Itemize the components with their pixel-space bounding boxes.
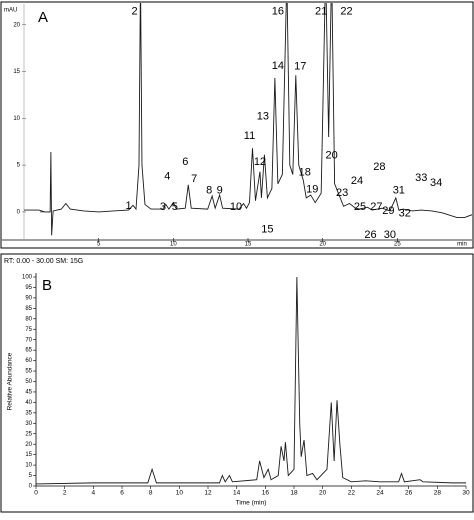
panel-b-frame <box>0 253 474 513</box>
y-tick-label: 95 <box>25 285 32 291</box>
x-tick-label: 0 <box>34 490 38 497</box>
peak-label: 3 <box>160 201 166 213</box>
peak-label: 26 <box>364 229 376 241</box>
peak-label: 8 <box>206 184 212 196</box>
chart-title: RT: 0.00 - 30.00 SM: 15G <box>4 258 83 265</box>
peak-label: 17 <box>294 61 306 73</box>
y-tick-label: 10 <box>25 463 32 469</box>
peak-label: 1 <box>125 200 131 212</box>
x-tick-label: 2 <box>63 490 67 497</box>
chromatogram-line <box>35 276 466 485</box>
peak-label: 15 <box>261 224 273 236</box>
y-tick-label: 85 <box>25 306 32 312</box>
peak-label: 23 <box>336 187 348 199</box>
x-tick-label: 12 <box>204 490 212 497</box>
x-tick-label: 30 <box>462 490 470 497</box>
x-tick-label: 22 <box>348 490 356 497</box>
x-axis-label: Time (min) <box>236 500 267 507</box>
peak-label: 19 <box>306 183 318 195</box>
peak-label: 12 <box>254 156 266 168</box>
peak-label: 16 <box>272 6 284 18</box>
y-tick-label: 75 <box>25 327 32 333</box>
y-axis-label: Relative Abundance <box>7 352 14 410</box>
x-tick-label: 16 <box>262 490 270 497</box>
x-axis-label: min <box>457 242 467 248</box>
y-tick-label: 35 <box>25 410 32 416</box>
x-tick-label: 25 <box>394 242 401 248</box>
x-tick-label: 5 <box>97 242 101 248</box>
y-tick-label: 80 <box>25 316 32 322</box>
x-tick-label: 10 <box>176 490 184 497</box>
x-tick-label: 6 <box>120 490 124 497</box>
y-tick-label: 20 <box>13 22 20 28</box>
x-tick-label: 28 <box>434 490 442 497</box>
peak-label: 29 <box>382 205 394 217</box>
peak-label: 28 <box>373 161 385 173</box>
peak-label: 5 <box>172 201 178 213</box>
y-tick-label: 70 <box>25 337 32 343</box>
x-tick-label: 4 <box>92 490 96 497</box>
peak-label: 31 <box>393 184 405 196</box>
y-tick-label: 100 <box>22 275 33 281</box>
peak-label: 10 <box>230 201 242 213</box>
peak-label: 21 <box>315 6 327 18</box>
x-tick-label: 20 <box>319 490 327 497</box>
panel-label: B <box>42 277 52 294</box>
peak-label: 33 <box>415 172 427 184</box>
y-tick-label: 30 <box>25 421 32 427</box>
x-tick-label: 14 <box>233 490 241 497</box>
x-tick-label: 8 <box>149 490 153 497</box>
y-tick-label: 25 <box>25 431 32 437</box>
peak-label: 34 <box>430 177 442 189</box>
x-tick-label: 18 <box>290 490 298 497</box>
peak-label: 7 <box>191 173 197 185</box>
panel-a-frame <box>0 1 474 249</box>
y-tick-label: 55 <box>25 369 32 375</box>
x-tick-label: 24 <box>376 490 384 497</box>
panel-label: A <box>38 9 48 26</box>
y-tick-label: 60 <box>25 358 32 364</box>
peak-label: 25 <box>354 201 366 213</box>
peak-label: 2 <box>131 6 137 18</box>
peak-label: 13 <box>257 110 269 122</box>
peak-label: 11 <box>244 130 255 142</box>
y-tick-label: 0 <box>29 484 33 490</box>
y-tick-label: 65 <box>25 348 32 354</box>
y-tick-label: 0 <box>17 209 21 215</box>
y-axis-label: mAU <box>4 8 17 14</box>
y-tick-label: 10 <box>13 116 20 122</box>
y-tick-label: 15 <box>13 69 20 75</box>
y-tick-label: 40 <box>25 400 32 406</box>
y-tick-label: 15 <box>25 452 32 458</box>
chromatogram-line <box>24 3 472 236</box>
y-tick-label: 5 <box>29 473 33 479</box>
y-tick-label: 90 <box>25 295 32 301</box>
y-tick-label: 20 <box>25 442 32 448</box>
peak-label: 27 <box>370 201 382 213</box>
peak-label: 24 <box>351 175 363 187</box>
peak-label: 22 <box>340 6 352 18</box>
peak-label: 20 <box>326 150 338 162</box>
x-tick-label: 10 <box>170 242 177 248</box>
x-tick-label: 20 <box>319 242 326 248</box>
x-tick-label: 15 <box>245 242 252 248</box>
y-tick-label: 50 <box>25 379 32 385</box>
peak-label: 18 <box>299 167 311 179</box>
y-tick-label: 45 <box>25 390 32 396</box>
peak-label: 32 <box>399 208 411 220</box>
y-tick-label: 5 <box>17 163 21 169</box>
peak-label: 4 <box>164 170 170 182</box>
peak-label: 9 <box>217 184 223 196</box>
peak-label: 30 <box>384 229 396 241</box>
peak-label: 14 <box>272 60 284 72</box>
x-tick-label: 26 <box>405 490 413 497</box>
peak-label: 6 <box>182 156 188 168</box>
